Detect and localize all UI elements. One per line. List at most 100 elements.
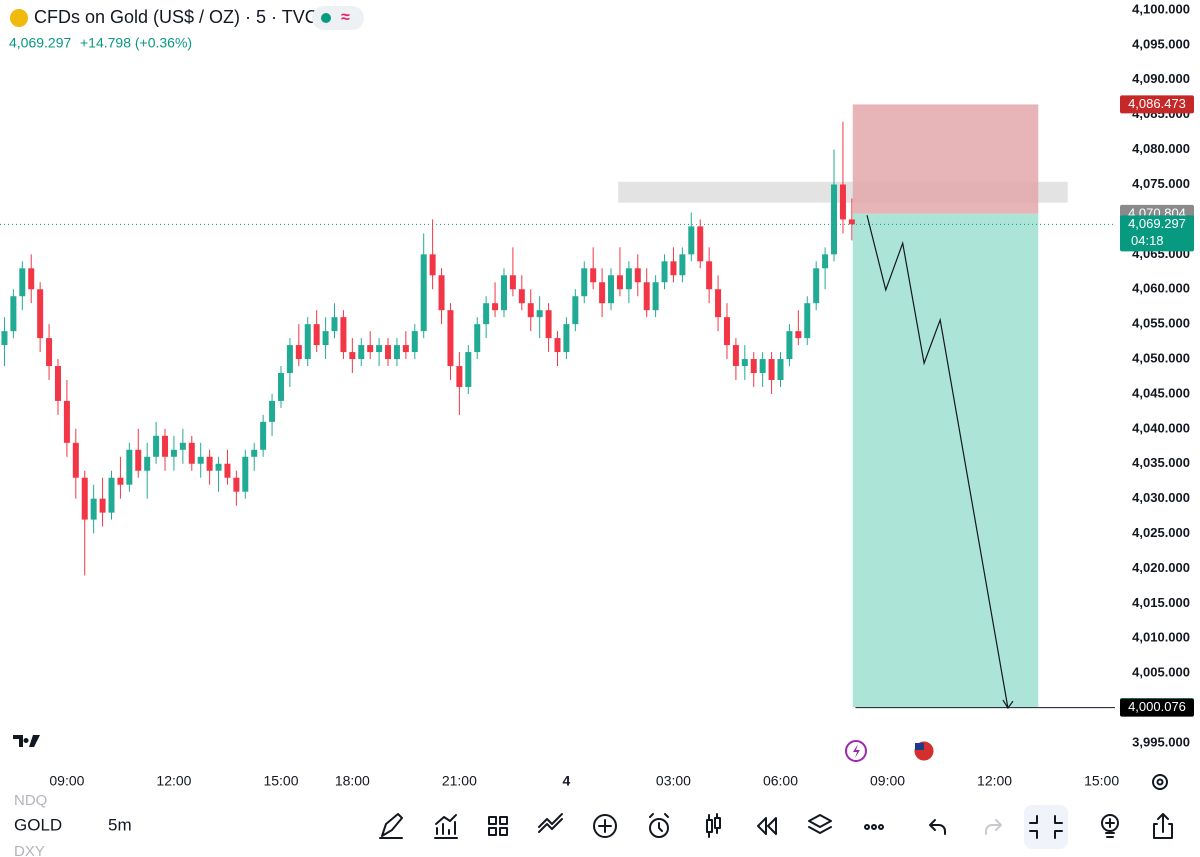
compare-tool[interactable] [538,813,563,833]
y-tick-label: 4,030.000 [1132,490,1190,505]
candle-body [786,331,793,360]
candle-body [527,303,534,318]
candle-body [492,303,499,311]
candle-body [260,421,267,450]
candle-body [670,261,677,276]
candle-body [831,184,838,255]
next-symbol[interactable]: DXY [14,843,45,857]
x-tick-label: 15:00 [1084,773,1119,789]
candle-body [741,359,748,367]
candle-body [420,254,427,332]
price-label: 4,000.076 [1128,699,1186,714]
alert-tool[interactable] [649,813,669,838]
candle-body [215,463,222,471]
candle-body [376,345,383,353]
share-tool[interactable] [1153,813,1173,839]
price-label: 4,086.473 [1128,96,1186,111]
price-change: +14.798 (+0.36%) [80,35,192,51]
flash-glyph [853,744,860,758]
candle-body [715,289,722,318]
candle-body [19,268,26,297]
flag-canton [915,743,924,750]
fullscreen-tool[interactable] [1029,815,1063,839]
replay-tool[interactable] [757,817,777,835]
y-tick-label: 4,025.000 [1132,525,1190,540]
price-countdown: 04:18 [1131,233,1164,248]
header: CFDs on Gold (US$ / OZ) · 5 · TVC ≈ 4,06… [9,6,364,51]
indicators-tool[interactable] [434,814,458,839]
x-tick-label: 18:00 [335,773,370,789]
candle-body [634,268,641,283]
candle-body [813,268,820,304]
settings-icon[interactable] [1152,774,1168,790]
draw-tool[interactable] [379,813,403,839]
event-flash[interactable] [845,740,867,762]
add-tool[interactable] [593,814,617,838]
x-tick-label: 09:00 [870,773,905,789]
bar-style-tool[interactable] [706,813,721,838]
candle-body [768,359,775,380]
candle-body [447,310,454,367]
fullscreen-bg[interactable] [1024,805,1068,849]
x-tick-label: 12:00 [156,773,191,789]
candle-body [340,317,347,353]
candle-body [54,366,61,401]
price-label-bg [1120,95,1194,114]
candle-body [402,345,409,353]
candle-body [277,373,284,401]
interval[interactable]: 5m [108,815,132,834]
projection-path [866,215,1009,709]
candle-body [233,477,240,492]
candle-body [465,352,472,387]
redo[interactable] [985,819,1002,835]
candle-body [179,442,186,450]
more-tool[interactable] [864,824,884,830]
candle-body [661,261,668,283]
y-tick-label: 4,080.000 [1132,141,1190,156]
ideas-tool[interactable] [1101,814,1119,838]
candle-body [652,282,659,311]
x-tick-label: 03:00 [656,773,691,789]
candle-body [144,456,151,471]
candle-body [679,254,686,276]
undo[interactable] [929,819,946,835]
candle-body [286,345,293,374]
candle-body [839,184,846,220]
candle-body [206,456,213,471]
y-tick-label: 4,045.000 [1132,385,1190,400]
layers-tool[interactable] [808,814,832,834]
candle-body [750,359,757,374]
prev-symbol[interactable]: NDQ [14,792,47,809]
y-tick-label: 3,995.000 [1132,734,1190,749]
candle-body [358,345,365,360]
price-label: 4,069.297 [1128,216,1186,231]
status-pill[interactable] [312,6,364,30]
delayed-icon: ≈ [341,9,350,26]
candle-body [545,310,552,339]
y-tick-label: 4,075.000 [1132,176,1190,191]
candle-body [795,331,802,339]
candle-body [72,442,79,478]
candle-body [732,345,739,367]
candle-body [706,261,713,290]
candle-body [153,435,160,457]
candle-body [322,331,329,346]
candle-body [625,268,632,290]
candle-body [848,219,855,225]
layout-tool[interactable] [488,816,508,836]
y-tick-label: 4,100.000 [1132,1,1190,16]
candle-body [197,456,204,464]
y-tick-label: 4,040.000 [1132,420,1190,435]
stop-zone [852,104,1039,214]
candle-body [385,345,392,360]
tv-logo [13,735,40,747]
candle-body [822,254,829,269]
symbol[interactable]: GOLD [14,815,62,834]
candle-body [688,226,695,255]
x-tick-label: 21:00 [442,773,477,789]
y-tick-label: 4,095.000 [1132,36,1190,51]
candle-body [170,449,177,457]
candle-body [483,303,490,325]
